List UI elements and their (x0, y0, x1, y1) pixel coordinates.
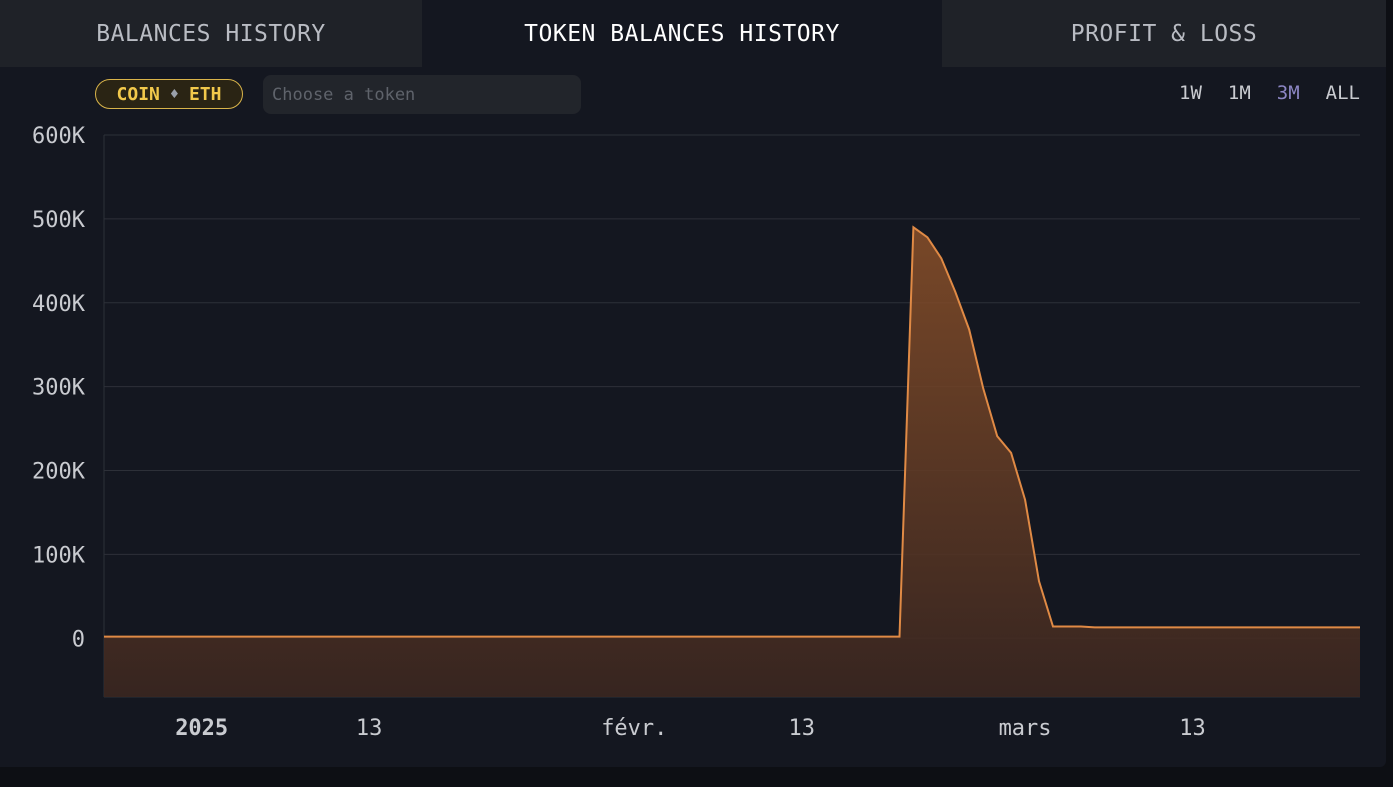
tab-bar: BALANCES HISTORY TOKEN BALANCES HISTORY … (0, 0, 1386, 67)
y-tick-label: 200K (32, 460, 86, 485)
range-3m-button[interactable]: 3M (1276, 82, 1300, 104)
range-all-button[interactable]: ALL (1325, 82, 1360, 104)
balance-line (104, 225, 1360, 638)
coin-symbol: ETH (188, 83, 222, 105)
y-tick-label: 600K (32, 124, 86, 149)
range-1w-button[interactable]: 1W (1179, 82, 1202, 104)
balance-chart: 600K 500K 400K 300K 200K 100K 0 2025 13 févr. 13 m… (32, 124, 1360, 741)
x-tick-label: févr. (601, 716, 667, 741)
chart-gridlines (103, 134, 1360, 698)
tab-token-balances-history[interactable]: TOKEN BALANCES HISTORY (422, 0, 942, 67)
range-1m-button[interactable]: 1M (1227, 82, 1251, 104)
x-tick-label: 2025 (175, 716, 228, 741)
x-tick-label: 13 (1179, 716, 1206, 741)
x-tick-label: 13 (356, 716, 383, 741)
ethereum-icon: ♦ (169, 85, 179, 103)
y-axis: 600K 500K 400K 300K 200K 100K 0 (32, 124, 86, 652)
tab-balances-history[interactable]: BALANCES HISTORY (0, 0, 422, 67)
coin-badge[interactable]: COIN ♦ ETH (95, 79, 243, 109)
coin-label: COIN (116, 83, 160, 105)
y-tick-label: 500K (32, 208, 86, 233)
chart-toolbar: COIN ♦ ETH 1W 1M 3M ALL (0, 67, 1386, 127)
y-tick-label: 100K (32, 543, 86, 568)
y-tick-label: 300K (32, 376, 86, 401)
y-tick-label: 0 (72, 627, 85, 652)
x-axis: 2025 13 févr. 13 mars 13 (175, 716, 1206, 741)
x-tick-label: 13 (789, 716, 816, 741)
tab-profit-and-loss[interactable]: PROFIT & LOSS (942, 0, 1386, 67)
chart-panel: BALANCES HISTORY TOKEN BALANCES HISTORY … (0, 0, 1386, 767)
x-tick-label: mars (999, 716, 1052, 741)
y-tick-label: 400K (32, 292, 86, 317)
balance-area (104, 227, 1360, 698)
token-search-input[interactable] (263, 75, 581, 114)
time-range-selector: 1W 1M 3M ALL (1179, 82, 1360, 104)
